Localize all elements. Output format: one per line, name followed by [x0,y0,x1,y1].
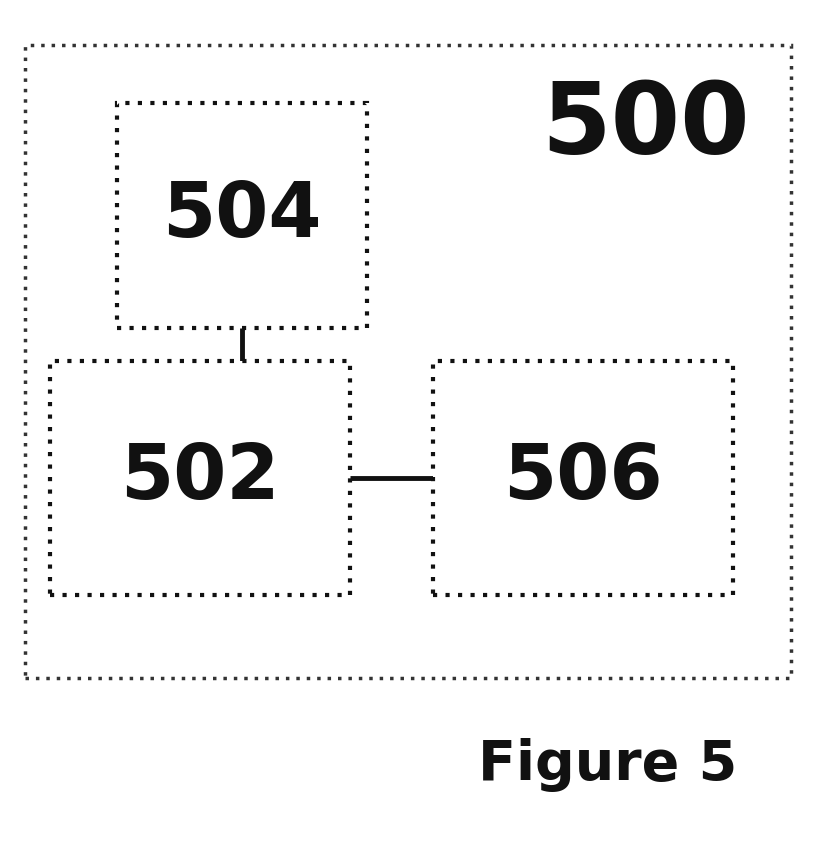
FancyBboxPatch shape [433,361,733,595]
Text: 506: 506 [503,441,663,515]
FancyBboxPatch shape [117,103,367,328]
Text: 502: 502 [120,441,280,515]
Text: Figure 5: Figure 5 [478,739,738,793]
FancyBboxPatch shape [50,361,350,595]
FancyBboxPatch shape [25,45,791,678]
Text: 504: 504 [162,179,322,253]
Text: 500: 500 [541,78,750,175]
